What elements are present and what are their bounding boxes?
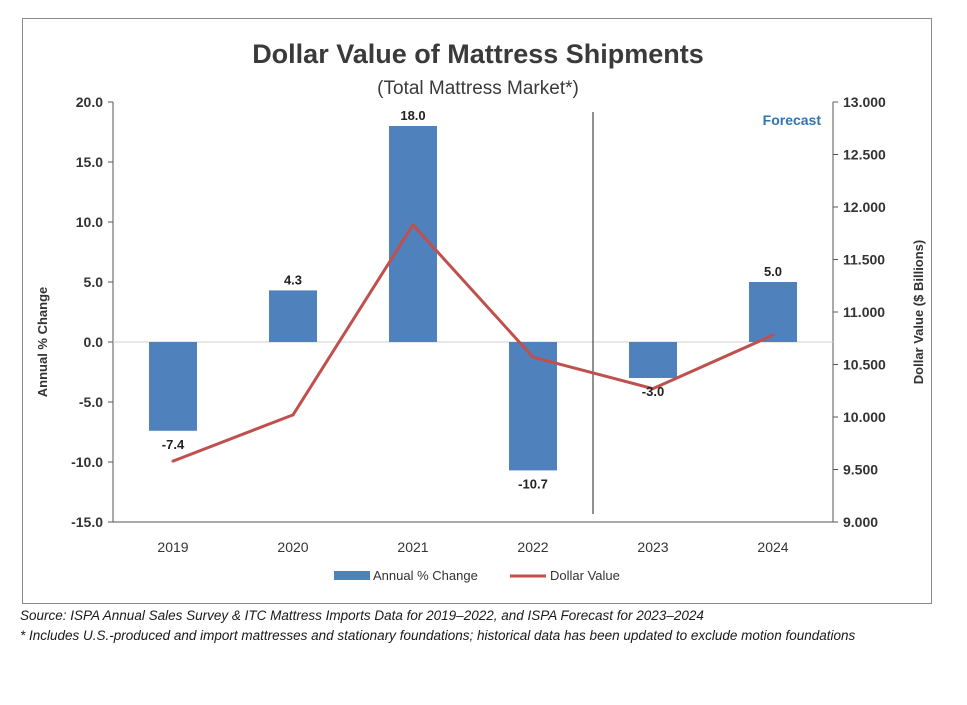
data-label-2023: -3.0 bbox=[642, 384, 664, 399]
dollar-value-point-2023 bbox=[651, 387, 655, 391]
right-tick-label-11-000: 11.000 bbox=[843, 304, 885, 320]
x-tick-label-2023: 2023 bbox=[637, 539, 668, 555]
left-tick-label-15-0: -15.0 bbox=[71, 514, 103, 530]
left-tick-label-5-0: 5.0 bbox=[84, 274, 104, 290]
right-tick-label-12-500: 12.500 bbox=[843, 147, 886, 163]
bar-2021 bbox=[389, 126, 437, 342]
right-tick-label-10-500: 10.500 bbox=[843, 357, 886, 373]
data-label-2024: 5.0 bbox=[764, 264, 782, 279]
bar-2023 bbox=[629, 342, 677, 378]
x-tick-label-2021: 2021 bbox=[397, 539, 428, 555]
dollar-value-point-2019 bbox=[171, 459, 175, 463]
x-tick-label-2020: 2020 bbox=[277, 539, 308, 555]
right-tick-label-10-000: 10.000 bbox=[843, 409, 886, 425]
left-axis-title: Annual % Change bbox=[35, 287, 50, 398]
data-label-2019: -7.4 bbox=[162, 437, 185, 452]
forecast-label: Forecast bbox=[763, 112, 822, 128]
x-tick-label-2019: 2019 bbox=[157, 539, 188, 555]
legend-swatch-annual-change bbox=[334, 571, 370, 580]
left-tick-label-5-0: -5.0 bbox=[79, 394, 103, 410]
chart-subtitle: (Total Mattress Market*) bbox=[377, 78, 579, 99]
dollar-value-point-2021 bbox=[411, 223, 415, 227]
right-tick-label-9-000: 9.000 bbox=[843, 514, 878, 530]
data-label-2021: 18.0 bbox=[400, 108, 425, 123]
bar-2022 bbox=[509, 342, 557, 471]
bar-2020 bbox=[269, 290, 317, 342]
chart-frame: Dollar Value of Mattress Shipments (Tota… bbox=[22, 18, 932, 604]
data-label-2020: 4.3 bbox=[284, 272, 302, 287]
footnote-asterisk: * Includes U.S.-produced and import matt… bbox=[20, 628, 856, 643]
data-label-2022: -10.7 bbox=[518, 476, 548, 491]
bar-2024 bbox=[749, 282, 797, 342]
plot-area: 20.0 15.0 10.0 5.0 0.0 -5.0 -10.0 -15.0 13.000 12… bbox=[71, 94, 886, 555]
left-tick-label-0-0: 0.0 bbox=[84, 334, 104, 350]
right-tick-label-11-500: 11.500 bbox=[843, 252, 885, 268]
x-tick-label-2024: 2024 bbox=[757, 539, 788, 555]
dollar-value-line bbox=[172, 223, 774, 463]
left-tick-label-15-0: 15.0 bbox=[76, 154, 103, 170]
legend-label-annual-change: Annual % Change bbox=[373, 568, 478, 583]
legend: Annual % Change Dollar Value bbox=[334, 568, 620, 583]
right-tick-label-9-500: 9.500 bbox=[843, 462, 878, 478]
chart-title: Dollar Value of Mattress Shipments bbox=[252, 39, 704, 69]
dollar-value-point-2020 bbox=[291, 413, 295, 417]
left-tick-label-20-0: 20.0 bbox=[76, 94, 103, 110]
dollar-value-point-2022 bbox=[531, 355, 535, 359]
left-tick-label-10-0: 10.0 bbox=[76, 214, 103, 230]
dollar-value-point-2024 bbox=[771, 333, 775, 337]
chart: Dollar Value of Mattress Shipments (Tota… bbox=[35, 39, 926, 583]
x-tick-label-2022: 2022 bbox=[517, 539, 548, 555]
bar-2019 bbox=[149, 342, 197, 431]
right-axis-title: Dollar Value ($ Billions) bbox=[911, 240, 926, 384]
right-tick-label-13-000: 13.000 bbox=[843, 94, 886, 110]
source-note: Source: ISPA Annual Sales Survey & ITC M… bbox=[20, 608, 704, 623]
legend-label-dollar-value: Dollar Value bbox=[550, 568, 620, 583]
right-tick-label-12-000: 12.000 bbox=[843, 199, 886, 215]
left-tick-label-10-0: -10.0 bbox=[71, 454, 103, 470]
